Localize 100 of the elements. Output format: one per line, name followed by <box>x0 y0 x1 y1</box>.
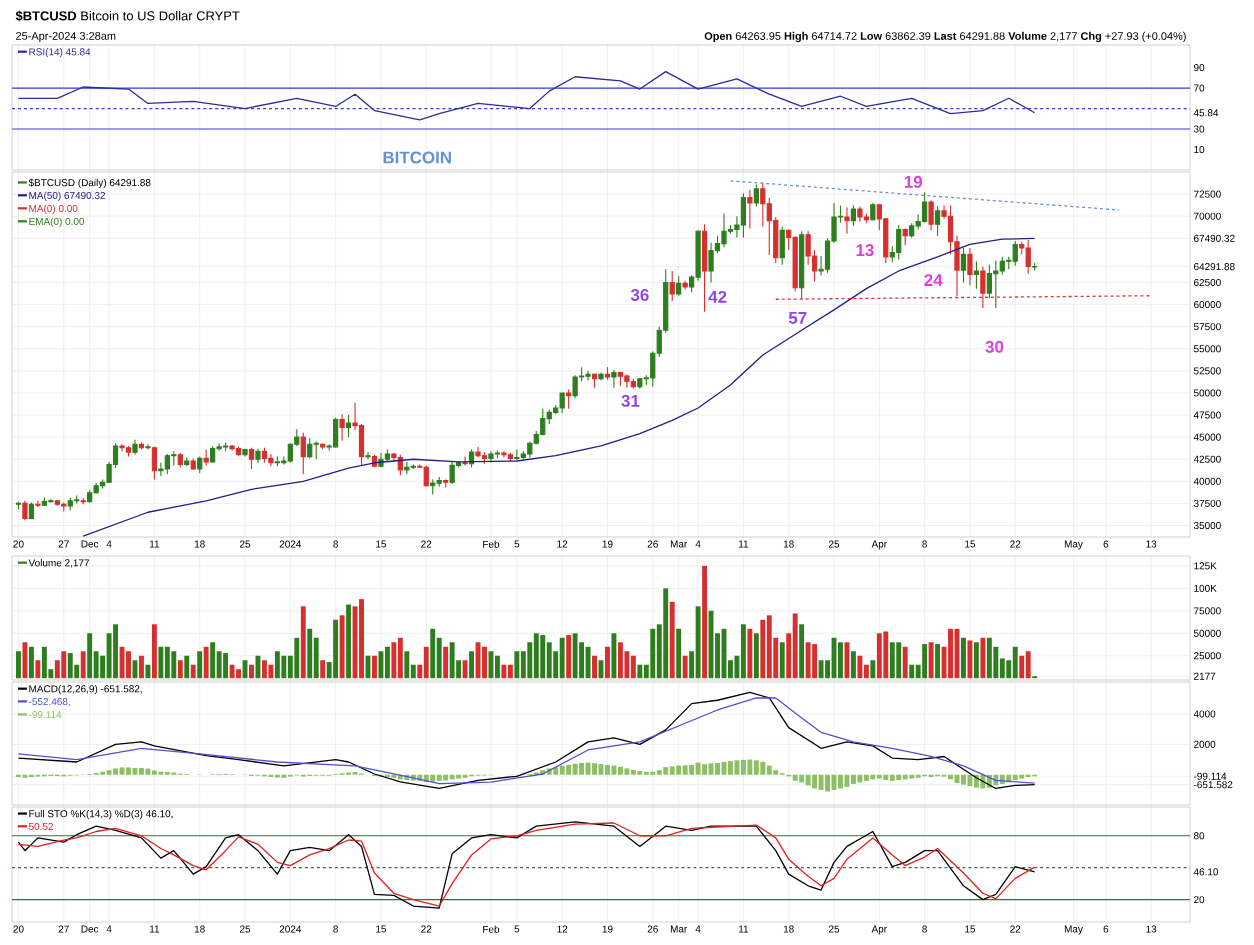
y-tick-label: 125K <box>1194 562 1217 570</box>
legend-label: $BTCUSD (Daily) 64291.88 <box>28 178 151 189</box>
x-tick-label: 18 <box>194 925 205 933</box>
y-tick-label: 46.10 <box>1193 868 1219 876</box>
x-tick-label: May <box>1064 540 1083 550</box>
x-tick-label: Feb <box>483 925 500 933</box>
y-tick-label: 20 <box>1194 896 1205 904</box>
y-tick-label: -99.114 <box>1193 772 1227 780</box>
x-tick-label: 6 <box>1103 540 1109 548</box>
x-tick-label: 25 <box>828 540 840 548</box>
y-tick-label: -651.582 <box>1193 781 1233 789</box>
x-tick-label: Dec <box>81 540 99 548</box>
y-tick-label: 40000 <box>1193 477 1221 485</box>
x-tick-label: Apr <box>871 925 887 935</box>
legend-label: RSI(14) 45.84 <box>29 48 91 58</box>
x-tick-label: 15 <box>965 925 976 933</box>
y-tick-label: 50000 <box>1193 629 1221 637</box>
x-tick-label: 13 <box>1146 540 1157 548</box>
x-tick-label: 22 <box>1010 925 1021 933</box>
x-tick-label: 19 <box>602 925 613 933</box>
legend-label: Volume 2,177 <box>28 559 89 568</box>
annotation: 57 <box>788 312 807 324</box>
x-tick-label: 5 <box>514 925 520 933</box>
x-tick-label: 5 <box>514 540 520 548</box>
x-tick-label: 8 <box>333 540 338 548</box>
y-tick-label: 25000 <box>1194 652 1221 660</box>
x-tick-label: 8 <box>333 925 338 933</box>
x-tick-label: Dec <box>81 925 99 933</box>
annotation: 42 <box>708 290 727 303</box>
text: Open 64263.95 High 64714.72 Low 63862.39 Last 64291.88 Volume 2,177 Chg +27.93 (+0.04%) <box>704 31 1186 43</box>
y-tick-label: 45000 <box>1193 433 1221 441</box>
annotation: 31 <box>621 394 640 407</box>
legend-label: EMA(0) 0.00 <box>29 217 85 227</box>
x-tick-label: 18 <box>783 925 794 933</box>
x-tick-label: 18 <box>783 540 794 548</box>
y-tick-label: 64291.88 <box>1194 263 1235 271</box>
y-tick-label: 30 <box>1193 125 1205 133</box>
legend-label: 50.52 <box>28 822 53 830</box>
x-tick-label: Feb <box>483 540 500 548</box>
y-tick-label: 67490.32 <box>1194 234 1235 242</box>
y-tick-label: 2177 <box>1194 672 1216 680</box>
y-tick-label: 90 <box>1193 64 1205 72</box>
y-tick-label: 60000 <box>1194 301 1221 309</box>
annotation: 24 <box>924 274 943 286</box>
y-tick-label: 70000 <box>1194 212 1221 220</box>
y-tick-label: 80 <box>1193 832 1205 840</box>
y-tick-label: 2000 <box>1194 740 1216 748</box>
x-tick-label: 22 <box>1010 540 1021 548</box>
legend-label: MA(50) 67490.32 <box>29 191 106 201</box>
legend-label: MACD(12,26,9) -651.582, <box>29 685 142 695</box>
x-tick-label: 25 <box>828 925 840 933</box>
x-tick-label: May <box>1064 925 1083 935</box>
x-tick-label: 27 <box>58 925 69 933</box>
y-tick-label: 47500 <box>1193 411 1221 419</box>
x-tick-label: 18 <box>194 540 205 548</box>
x-tick-label: 11 <box>738 925 749 933</box>
y-tick-label: 57500 <box>1193 323 1221 331</box>
x-tick-label: 15 <box>376 925 387 933</box>
y-tick-label: 55000 <box>1193 345 1221 353</box>
x-tick-label: 2024 <box>279 540 302 548</box>
x-tick-label: 4 <box>695 925 701 933</box>
x-tick-label: 26 <box>647 925 658 933</box>
y-tick-label: 50000 <box>1193 389 1221 397</box>
y-tick-label: 62500 <box>1194 278 1221 286</box>
y-tick-label: 70 <box>1194 84 1205 92</box>
x-tick-label: Mar <box>670 925 688 933</box>
y-tick-label: 75000 <box>1194 607 1221 615</box>
x-tick-label: 25 <box>239 540 251 548</box>
y-tick-label: 100K <box>1194 584 1217 592</box>
x-tick-label: Apr <box>871 540 887 550</box>
x-tick-label: 4 <box>695 540 701 548</box>
annotation: 30 <box>985 340 1004 353</box>
x-tick-label: Mar <box>670 540 688 548</box>
x-tick-label: 15 <box>376 540 387 548</box>
y-tick-label: 72500 <box>1194 190 1221 198</box>
x-tick-label: 26 <box>647 540 658 548</box>
legend-label: -99.114 <box>29 711 62 719</box>
y-tick-label: 42500 <box>1193 455 1221 463</box>
x-tick-label: 4 <box>106 540 112 548</box>
annotation: 36 <box>630 289 649 302</box>
x-tick-label: 4 <box>106 925 112 933</box>
annotation: BITCOIN <box>383 151 451 164</box>
x-tick-label: 6 <box>1103 925 1109 933</box>
legend-label: MA(0) 0.00 <box>29 204 78 214</box>
y-tick-label: 37500 <box>1193 499 1221 507</box>
x-tick-label: 12 <box>557 540 568 548</box>
x-tick-label: 27 <box>58 540 69 548</box>
x-tick-label: 11 <box>149 925 160 933</box>
x-tick-label: 22 <box>421 925 432 933</box>
x-tick-label: 12 <box>557 925 568 933</box>
y-tick-label: 45.84 <box>1193 109 1219 117</box>
x-tick-label: 8 <box>922 540 927 548</box>
y-tick-label: 10 <box>1194 145 1205 154</box>
x-tick-label: 15 <box>965 540 976 548</box>
legend-label: -552.468, <box>29 698 70 707</box>
x-tick-label: 13 <box>1146 925 1157 933</box>
x-tick-label: 25 <box>239 925 251 933</box>
x-tick-label: 8 <box>922 925 927 933</box>
y-tick-label: 35000 <box>1193 521 1221 530</box>
x-tick-label: 11 <box>738 540 749 548</box>
